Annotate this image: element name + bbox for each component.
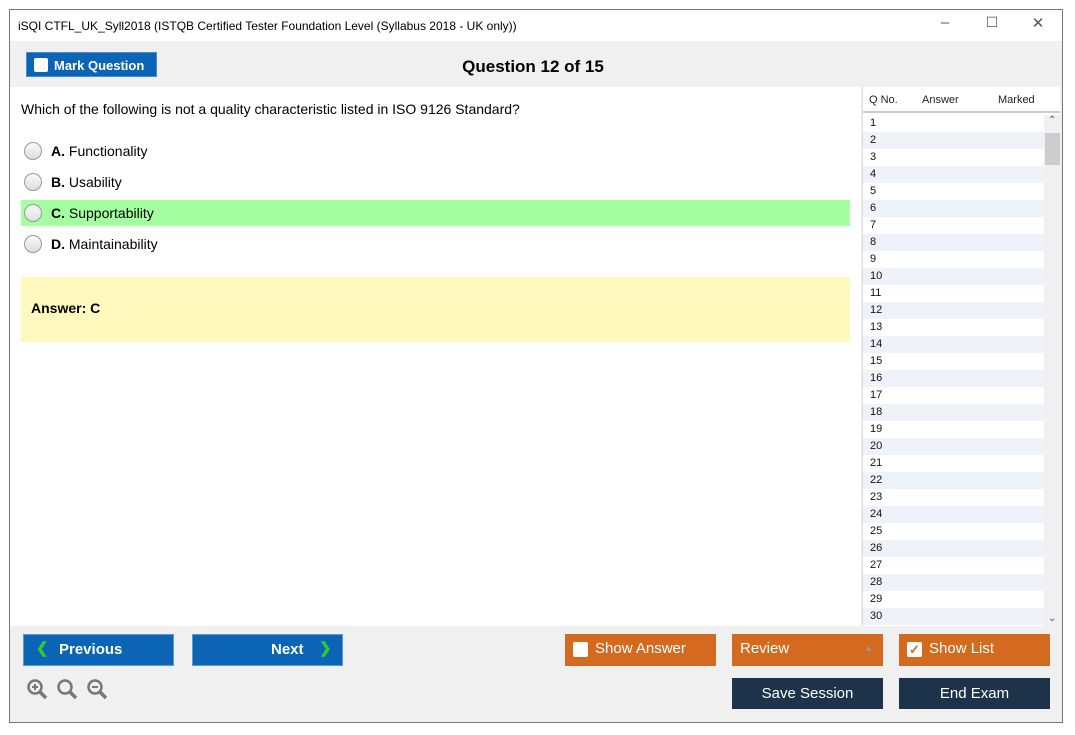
list-row[interactable]: 29 <box>870 593 883 605</box>
zoom-out-icon[interactable] <box>86 678 108 700</box>
answer-box: Answer: C <box>21 277 850 342</box>
next-label: Next <box>271 641 304 658</box>
checkbox-icon[interactable] <box>573 642 588 657</box>
list-row[interactable]: 18 <box>863 404 1044 421</box>
show-answer-label: Show Answer <box>595 640 686 657</box>
radio-button[interactable] <box>24 142 42 160</box>
list-row[interactable]: 13 <box>870 321 883 333</box>
checkbox-icon <box>34 58 48 72</box>
scroll-up-icon[interactable]: ⌃ <box>1048 115 1057 126</box>
chevron-right-icon: ❯ <box>319 640 332 657</box>
radio-button[interactable] <box>24 204 42 222</box>
list-row[interactable]: 6 <box>863 200 1044 217</box>
mark-question-button[interactable]: Mark Question <box>26 52 157 77</box>
list-row[interactable]: 26 <box>863 540 1044 557</box>
header-answer: Answer <box>922 94 959 106</box>
end-exam-button[interactable]: End Exam <box>899 678 1050 709</box>
list-row[interactable]: 9 <box>870 253 877 265</box>
close-icon[interactable]: ✕ <box>1031 15 1045 32</box>
list-row[interactable]: 10 <box>863 268 1044 285</box>
list-row[interactable]: 19 <box>870 423 883 435</box>
option-c[interactable]: C. Supportability <box>21 200 850 226</box>
option-a[interactable]: A. Functionality <box>21 138 850 164</box>
question-counter: Question 12 of 15 <box>462 57 604 76</box>
save-session-button[interactable]: Save Session <box>732 678 883 709</box>
window-title: iSQI CTFL_UK_Syll2018 (ISTQB Certified T… <box>18 19 517 33</box>
mark-question-label: Mark Question <box>54 58 145 73</box>
app-window: iSQI CTFL_UK_Syll2018 (ISTQB Certified T… <box>9 9 1063 723</box>
option-text: Maintainability <box>68 236 158 252</box>
list-row[interactable]: 30 <box>863 608 1044 625</box>
list-row[interactable]: 3 <box>870 151 877 163</box>
caret-up-icon: ▲ <box>864 643 873 653</box>
list-row[interactable]: 23 <box>870 491 883 503</box>
list-row[interactable]: 7 <box>870 219 877 231</box>
option-text: Functionality <box>68 143 148 159</box>
option-letter: A. <box>51 143 65 159</box>
option-text: Usability <box>68 174 122 190</box>
option-b[interactable]: B. Usability <box>21 169 850 195</box>
review-label: Review <box>740 640 790 657</box>
question-list: Q No. Answer Marked 1 2 3 4 5 6 7 8 9 10 11 12 13 14 1… <box>862 87 1061 626</box>
list-row[interactable]: 12 <box>863 302 1044 319</box>
previous-button[interactable]: ❮ Previous <box>23 634 174 666</box>
option-letter: C. <box>51 205 65 221</box>
option-d[interactable]: D. Maintainability <box>21 231 850 257</box>
header-qno: Q No. <box>869 94 898 106</box>
radio-button[interactable] <box>24 173 42 191</box>
list-row[interactable]: 14 <box>863 336 1044 353</box>
list-row[interactable]: 15 <box>870 355 883 367</box>
list-row[interactable]: 24 <box>863 506 1044 523</box>
scrollbar[interactable]: ⌃ ⌄ <box>1044 115 1061 626</box>
zoom-in-icon[interactable] <box>26 678 48 700</box>
list-row[interactable]: 16 <box>863 370 1044 387</box>
list-row[interactable]: 27 <box>870 559 883 571</box>
chevron-left-icon: ❮ <box>36 640 49 657</box>
show-list-button[interactable]: ✓ Show List <box>899 634 1050 666</box>
scroll-down-icon[interactable]: ⌄ <box>1048 613 1057 624</box>
zoom-reset-icon[interactable] <box>56 678 78 700</box>
show-answer-button[interactable]: Show Answer <box>565 634 716 666</box>
option-text: Supportability <box>68 205 154 221</box>
toolbar: Mark Question Question 12 of 15 <box>10 41 1062 87</box>
list-row[interactable]: 5 <box>870 185 877 197</box>
review-dropdown[interactable]: Review ▲ <box>732 634 883 666</box>
list-row[interactable]: 21 <box>870 457 883 469</box>
header-marked: Marked <box>998 94 1035 106</box>
question-panel: Which of the following is not a quality … <box>10 87 861 626</box>
list-row[interactable]: 2 <box>863 132 1044 149</box>
checkbox-checked-icon[interactable]: ✓ <box>907 642 922 657</box>
list-rows: 1 2 3 4 5 6 7 8 9 10 11 12 13 14 15 16 17 18 19 20 21 22 23 24 2… <box>863 115 1044 625</box>
list-row[interactable]: 22 <box>863 472 1044 489</box>
scroll-thumb[interactable] <box>1045 133 1060 165</box>
list-row[interactable]: 25 <box>870 525 883 537</box>
question-text: Which of the following is not a quality … <box>21 101 520 117</box>
list-header: Q No. Answer Marked <box>863 87 1060 113</box>
list-row[interactable]: 17 <box>870 389 883 401</box>
option-letter: D. <box>51 236 65 252</box>
list-row[interactable]: 20 <box>863 438 1044 455</box>
previous-label: Previous <box>59 641 123 658</box>
minimize-icon[interactable]: – <box>940 14 950 31</box>
radio-button[interactable] <box>24 235 42 253</box>
list-row[interactable]: 4 <box>863 166 1044 183</box>
list-row[interactable]: 1 <box>870 117 877 129</box>
maximize-icon[interactable]: ☐ <box>985 14 999 30</box>
list-row[interactable]: 11 <box>870 287 882 299</box>
title-bar: iSQI CTFL_UK_Syll2018 (ISTQB Certified T… <box>10 10 1062 41</box>
list-row[interactable]: 28 <box>863 574 1044 591</box>
list-row[interactable]: 8 <box>863 234 1044 251</box>
option-letter: B. <box>51 174 65 190</box>
next-button[interactable]: Next ❯ <box>192 634 343 666</box>
show-list-label: Show List <box>929 640 995 657</box>
